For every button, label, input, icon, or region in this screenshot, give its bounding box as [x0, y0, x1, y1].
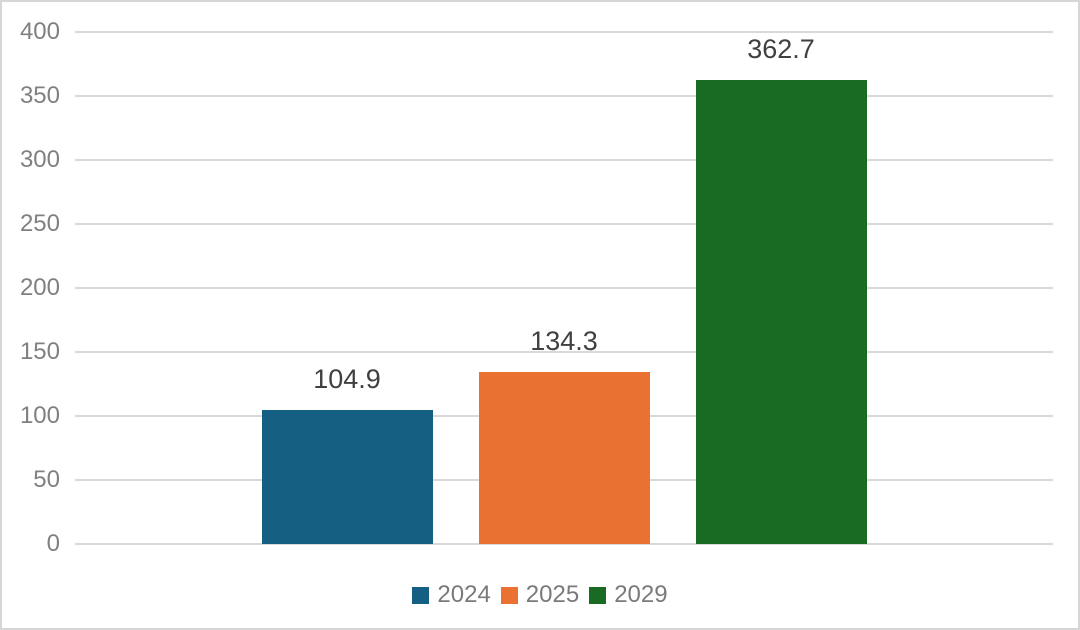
- legend-item-2029: 2029: [589, 579, 668, 611]
- y-axis-tick-label: 150: [19, 338, 60, 365]
- gridline: [75, 543, 1053, 545]
- legend-item-2025: 2025: [500, 579, 580, 611]
- bar-2025: [478, 372, 650, 544]
- bar-2024: [261, 409, 433, 544]
- y-axis-tick-label: 350: [19, 82, 60, 109]
- y-axis-tick-label: 200: [19, 274, 60, 301]
- y-axis-tick-label: 400: [19, 18, 60, 45]
- gridline: [75, 287, 1053, 289]
- chart-legend: 2024 2025 2029: [2, 579, 1078, 611]
- bar-value-label: 134.3: [530, 326, 598, 357]
- y-axis-tick-label: 100: [19, 402, 60, 429]
- gridline: [75, 351, 1053, 353]
- y-axis-tick-label: 0: [46, 530, 60, 557]
- legend-label: 2024: [437, 581, 491, 608]
- bar-value-label: 104.9: [313, 363, 381, 394]
- legend-label: 2029: [614, 581, 668, 608]
- gridline: [75, 31, 1053, 33]
- gridline: [75, 223, 1053, 225]
- y-axis-tick-label: 250: [19, 210, 60, 237]
- legend-color-swatch: [412, 586, 430, 604]
- bar-value-label: 362.7: [747, 33, 815, 64]
- y-axis-tick-label: 50: [33, 466, 60, 493]
- legend-color-swatch: [589, 586, 607, 604]
- legend-color-swatch: [500, 586, 518, 604]
- legend-item-2024: 2024: [412, 579, 491, 611]
- gridline: [75, 95, 1053, 97]
- y-axis-tick-label: 300: [19, 146, 60, 173]
- bar-2029: [695, 79, 867, 544]
- gridline: [75, 159, 1053, 161]
- legend-label: 2025: [525, 581, 580, 608]
